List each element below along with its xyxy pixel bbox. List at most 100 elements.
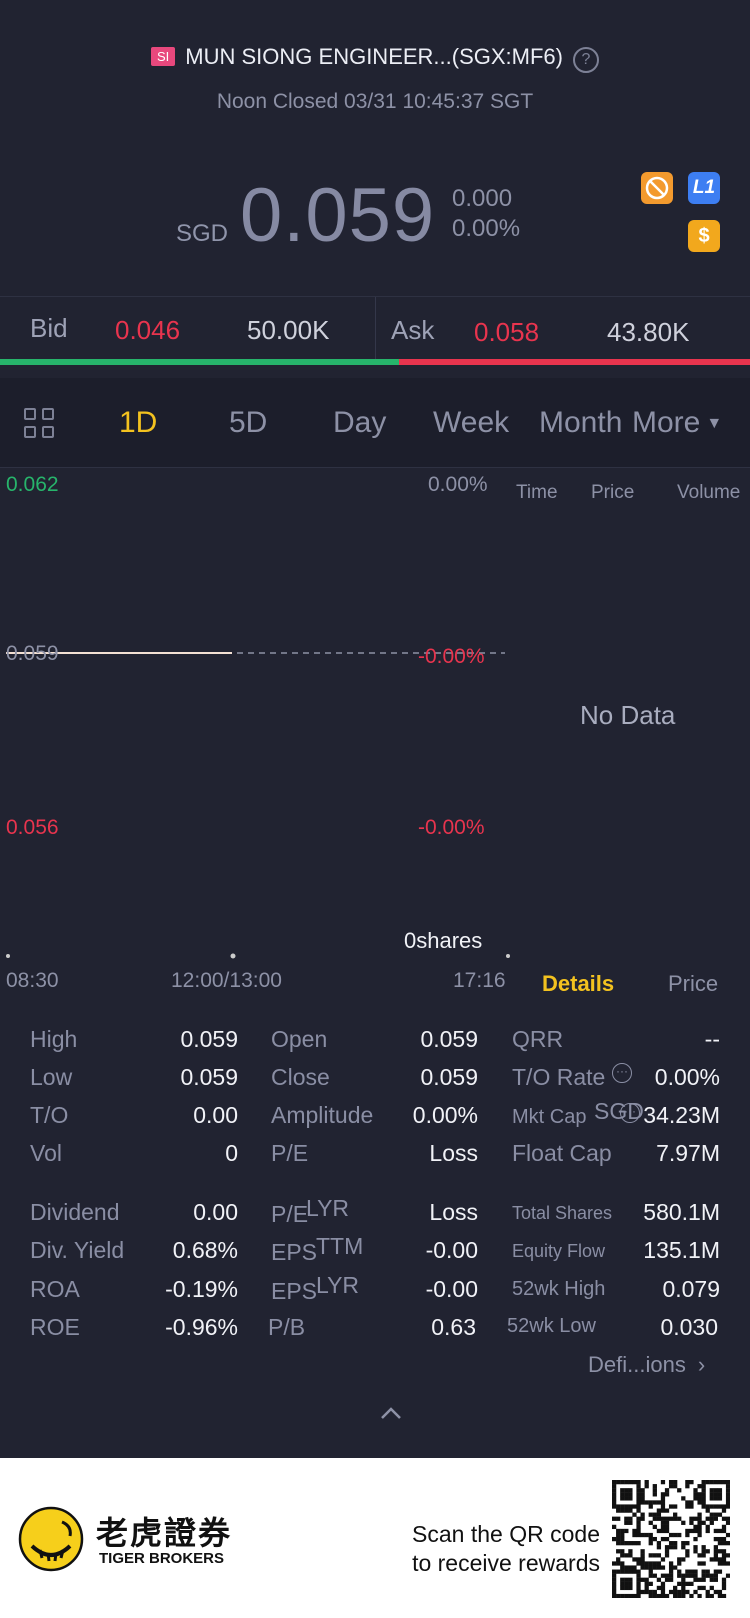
qr-module [616, 1516, 621, 1521]
stat-mktcap-label[interactable]: Mkt Cap [512, 1106, 587, 1128]
qr-module [697, 1516, 702, 1521]
qr-module [697, 1561, 702, 1566]
qr-module [636, 1508, 641, 1513]
qr-module [620, 1541, 625, 1546]
qr-module [648, 1561, 653, 1566]
qr-module [632, 1569, 637, 1574]
tab-month[interactable]: Month [539, 406, 623, 439]
qr-module [681, 1589, 686, 1595]
qr-module [693, 1492, 698, 1497]
qr-module [648, 1536, 653, 1542]
qr-module [673, 1565, 678, 1570]
stock-title[interactable]: SI MUN SIONG ENGINEER...(SGX:MF6)? [0, 44, 750, 73]
qr-module [644, 1589, 649, 1595]
ask-label: Ask [391, 315, 435, 345]
qr-module [673, 1512, 678, 1517]
stat-floatcap-label: Float Cap [512, 1140, 612, 1166]
qr-module [628, 1516, 633, 1521]
qr-module [636, 1573, 641, 1578]
level1-badge[interactable]: L1 [688, 172, 720, 204]
qr-module [668, 1541, 674, 1546]
qr-module [689, 1504, 694, 1509]
qr-module [620, 1549, 625, 1554]
tab-price-detail[interactable]: Price [668, 971, 719, 996]
qr-module [717, 1480, 723, 1485]
qr-module [685, 1553, 690, 1558]
qr-module [628, 1585, 633, 1591]
tab-more[interactable]: More ▼ [632, 406, 722, 440]
tab-details[interactable]: Details [542, 971, 615, 996]
qr-module [644, 1500, 649, 1505]
brand-name-en: TIGER BROKERS [99, 1550, 225, 1567]
qr-module [717, 1557, 723, 1562]
qr-module [652, 1492, 657, 1497]
qr-module [725, 1553, 730, 1558]
stat-52low-label: 52wk Low [507, 1315, 596, 1337]
pct-axis-high: 0.00% [428, 473, 488, 496]
qr-module [620, 1585, 625, 1591]
qr-module [668, 1569, 674, 1574]
qr-module [652, 1516, 657, 1521]
intraday-chart[interactable] [0, 468, 510, 968]
dollar-icon[interactable]: $ [688, 220, 720, 252]
qr-module [717, 1512, 723, 1517]
no-short-icon[interactable] [641, 172, 673, 204]
qr-module [681, 1520, 686, 1525]
stat-52high-value: 0.079 [662, 1276, 720, 1302]
qr-module [713, 1589, 718, 1595]
info-dots-icon[interactable]: ··· [612, 1063, 632, 1083]
tick-dot-end [506, 954, 510, 958]
qr-module [725, 1561, 730, 1566]
qr-module [721, 1553, 727, 1558]
tab-day[interactable]: Day [333, 406, 387, 439]
chevron-up-icon[interactable] [380, 1406, 402, 1420]
definitions-link[interactable]: Defi...ions › [588, 1352, 705, 1378]
qr-module [624, 1577, 629, 1582]
stat-torate-label[interactable]: T/O Rate [512, 1064, 606, 1090]
tab-week[interactable]: Week [433, 406, 510, 439]
bid-ask-panel: Bid 0.046 50.00K Ask 0.058 43.80K [0, 296, 750, 359]
qr-module [697, 1496, 702, 1501]
qr-module [652, 1561, 657, 1566]
qr-module [685, 1532, 690, 1538]
qr-module [709, 1585, 714, 1591]
qr-module [664, 1520, 670, 1525]
qr-module [656, 1541, 662, 1546]
qr-module [721, 1549, 727, 1554]
qr-module [685, 1484, 690, 1489]
qr-module [612, 1496, 617, 1501]
bid-ratio-bar [0, 359, 399, 365]
qr-module [673, 1516, 678, 1521]
qr-module [701, 1488, 706, 1493]
qr-module [612, 1593, 617, 1598]
stat-pb-value: 0.63 [431, 1314, 476, 1340]
qr-module [636, 1581, 641, 1586]
tab-5d[interactable]: 5D [229, 406, 268, 439]
qr-module [632, 1532, 637, 1538]
brand-name-cn: 老虎證券 [96, 1515, 233, 1551]
qr-module [713, 1557, 718, 1562]
qr-module [685, 1500, 690, 1505]
stat-epsttm-sup: TTM [316, 1233, 364, 1259]
info-dots-icon[interactable]: ··· [620, 1103, 640, 1123]
tab-more-label: More [632, 406, 701, 439]
qr-module [693, 1549, 698, 1554]
qr-module [624, 1528, 629, 1534]
qr-module [640, 1561, 645, 1566]
qr-module [697, 1492, 702, 1497]
stat-open-label: Open [271, 1026, 328, 1052]
qr-module [616, 1536, 621, 1542]
stat-eqflow-label: Equity Flow [512, 1241, 606, 1261]
last-price: 0.059 [240, 173, 436, 258]
qr-module [620, 1565, 625, 1570]
qr-module [612, 1581, 617, 1586]
qr-code[interactable] [612, 1480, 730, 1598]
tab-1d[interactable]: 1D [119, 406, 158, 439]
help-icon[interactable]: ? [573, 47, 599, 73]
qr-module [689, 1516, 694, 1521]
grid-icon[interactable] [24, 408, 56, 440]
qr-module [717, 1569, 723, 1574]
qr-module [681, 1585, 686, 1591]
qr-module [697, 1577, 702, 1582]
qr-module [628, 1549, 633, 1554]
